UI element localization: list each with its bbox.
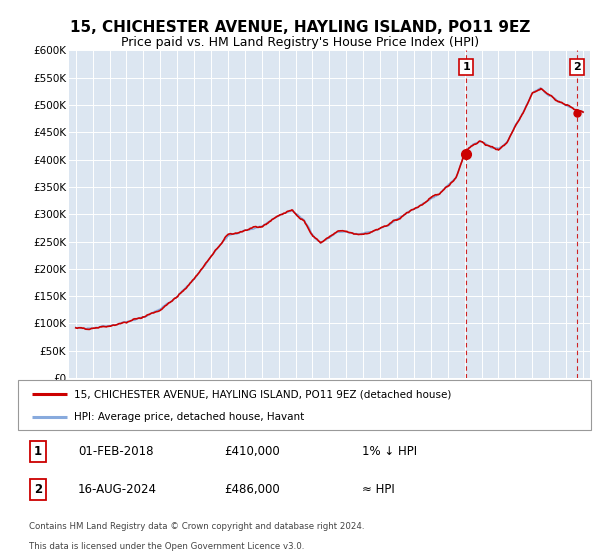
- Text: This data is licensed under the Open Government Licence v3.0.: This data is licensed under the Open Gov…: [29, 542, 305, 550]
- Text: 1% ↓ HPI: 1% ↓ HPI: [362, 445, 417, 458]
- Text: 16-AUG-2024: 16-AUG-2024: [78, 483, 157, 496]
- FancyBboxPatch shape: [18, 380, 591, 430]
- Text: 15, CHICHESTER AVENUE, HAYLING ISLAND, PO11 9EZ (detached house): 15, CHICHESTER AVENUE, HAYLING ISLAND, P…: [74, 389, 452, 399]
- Text: HPI: Average price, detached house, Havant: HPI: Average price, detached house, Hava…: [74, 412, 304, 422]
- Text: 2: 2: [34, 483, 42, 496]
- Text: 15, CHICHESTER AVENUE, HAYLING ISLAND, PO11 9EZ: 15, CHICHESTER AVENUE, HAYLING ISLAND, P…: [70, 20, 530, 35]
- Text: £486,000: £486,000: [224, 483, 280, 496]
- Text: Contains HM Land Registry data © Crown copyright and database right 2024.: Contains HM Land Registry data © Crown c…: [29, 522, 365, 531]
- Text: ≈ HPI: ≈ HPI: [362, 483, 395, 496]
- Text: 2: 2: [573, 62, 581, 72]
- Text: 1: 1: [34, 445, 42, 458]
- Text: £410,000: £410,000: [224, 445, 280, 458]
- Text: 01-FEB-2018: 01-FEB-2018: [78, 445, 154, 458]
- Text: Price paid vs. HM Land Registry's House Price Index (HPI): Price paid vs. HM Land Registry's House …: [121, 36, 479, 49]
- Text: 1: 1: [462, 62, 470, 72]
